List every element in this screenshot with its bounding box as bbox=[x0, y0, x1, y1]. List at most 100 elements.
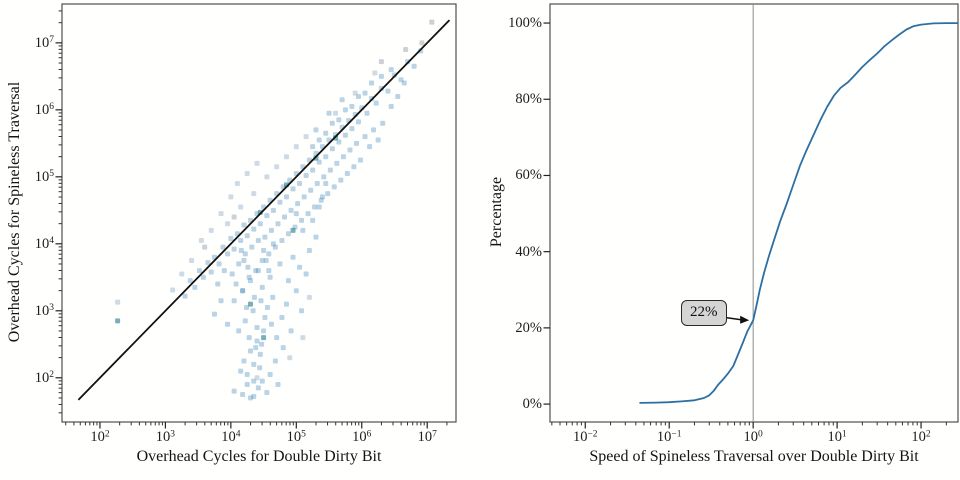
scatter-point bbox=[250, 308, 256, 314]
scatter-point bbox=[306, 248, 312, 254]
scatter-point bbox=[246, 335, 252, 341]
scatter-point bbox=[323, 181, 329, 187]
scatter-point bbox=[283, 301, 289, 307]
scatter-point bbox=[285, 278, 291, 284]
left-y-tick-label: 104 bbox=[34, 235, 54, 252]
scatter-point bbox=[373, 100, 379, 106]
scatter-point bbox=[342, 132, 348, 138]
scatter-point bbox=[236, 261, 242, 267]
scatter-point bbox=[247, 395, 253, 401]
scatter-point bbox=[259, 284, 265, 290]
scatter-point bbox=[261, 335, 267, 341]
scatter-point bbox=[236, 328, 242, 334]
scatter-point bbox=[215, 281, 221, 287]
scatter-point bbox=[228, 194, 234, 200]
scatter-point bbox=[398, 77, 404, 83]
scatter-point bbox=[354, 140, 360, 146]
ref-line-y-equals-x bbox=[77, 19, 451, 401]
scatter-point bbox=[218, 298, 224, 304]
scatter-point bbox=[251, 191, 257, 197]
scatter-point bbox=[272, 244, 278, 250]
cdf-line bbox=[639, 22, 959, 404]
scatter-point bbox=[277, 199, 283, 205]
left-y-tick-label: 102 bbox=[34, 369, 54, 386]
scatter-point bbox=[303, 134, 309, 140]
scatter-point bbox=[249, 244, 255, 250]
scatter-point bbox=[299, 308, 305, 314]
scatter-point bbox=[336, 139, 342, 145]
right-y-tick-label: 100% bbox=[508, 14, 542, 31]
left-y-tick-label: 105 bbox=[34, 168, 54, 185]
scatter-point bbox=[259, 341, 265, 347]
scatter-point bbox=[290, 227, 296, 233]
scatter-point bbox=[238, 204, 244, 210]
scatter-point bbox=[251, 226, 257, 232]
scatter-point bbox=[275, 221, 281, 227]
scatter-point bbox=[225, 251, 231, 257]
scatter-point bbox=[254, 160, 260, 166]
scatter-point bbox=[323, 154, 329, 160]
scatter-point bbox=[244, 170, 250, 176]
right-y-tick-label: 80% bbox=[515, 91, 542, 107]
scatter-point bbox=[270, 241, 276, 247]
scatter-point bbox=[244, 233, 250, 239]
scatter-point bbox=[357, 157, 363, 163]
scatter-point bbox=[182, 293, 188, 299]
scatter-point bbox=[255, 237, 261, 243]
scatter-point bbox=[254, 375, 260, 381]
scatter-point bbox=[342, 107, 348, 113]
scatter-point bbox=[247, 348, 253, 354]
scatter-point bbox=[371, 127, 377, 133]
scatter-point bbox=[257, 351, 263, 357]
scatter-point bbox=[388, 103, 394, 109]
right-x-tick-label: 10−1 bbox=[656, 429, 682, 445]
scatter-point bbox=[293, 144, 299, 150]
scatter-point bbox=[303, 172, 309, 178]
scatter-point bbox=[338, 177, 344, 183]
scatter-point bbox=[300, 227, 306, 233]
scatter-point bbox=[305, 211, 311, 217]
scatter-point bbox=[238, 368, 244, 374]
scatter-point bbox=[279, 315, 285, 320]
scatter-point bbox=[228, 235, 234, 241]
scatter-point bbox=[336, 117, 342, 123]
scatter-point bbox=[257, 365, 263, 371]
left-y-tick-label: 107 bbox=[34, 34, 54, 51]
scatter-point bbox=[308, 187, 314, 193]
scatter-point bbox=[231, 388, 237, 394]
scatter-point bbox=[279, 237, 285, 243]
scatter-point bbox=[277, 261, 283, 267]
scatter-point bbox=[367, 144, 373, 150]
scatter-point bbox=[312, 204, 318, 210]
scatter-point bbox=[329, 146, 335, 152]
scatter-point bbox=[293, 288, 299, 294]
scatter-point bbox=[429, 19, 435, 25]
scatter-point bbox=[266, 251, 272, 257]
left-x-tick-label: 102 bbox=[90, 429, 110, 445]
scatter-point bbox=[290, 186, 296, 192]
scatter-point bbox=[170, 287, 176, 293]
left-y-tick-label: 103 bbox=[34, 302, 54, 319]
scatter-point bbox=[267, 371, 273, 377]
scatter-point bbox=[115, 299, 121, 305]
scatter-point bbox=[261, 328, 267, 334]
scatter-point bbox=[313, 127, 319, 133]
right-x-tick-label: 102 bbox=[911, 429, 931, 445]
scatter-point bbox=[242, 318, 248, 324]
right-x-tick-label: 100 bbox=[743, 429, 763, 445]
scatter-point bbox=[234, 181, 240, 187]
scatter-point bbox=[244, 381, 250, 387]
scatter-point bbox=[254, 338, 260, 344]
scatter-point bbox=[189, 258, 195, 264]
scatter-point bbox=[274, 335, 280, 341]
scatter-point bbox=[290, 254, 296, 260]
scatter-point bbox=[251, 361, 257, 367]
scatter-point bbox=[241, 222, 247, 228]
scatter-point bbox=[334, 160, 340, 166]
scatter-point bbox=[293, 211, 299, 217]
scatter-point bbox=[411, 63, 417, 69]
scatter-point bbox=[310, 144, 316, 150]
scatter-point bbox=[385, 88, 391, 94]
scatter-point bbox=[288, 328, 294, 334]
scatter-point bbox=[231, 214, 237, 220]
